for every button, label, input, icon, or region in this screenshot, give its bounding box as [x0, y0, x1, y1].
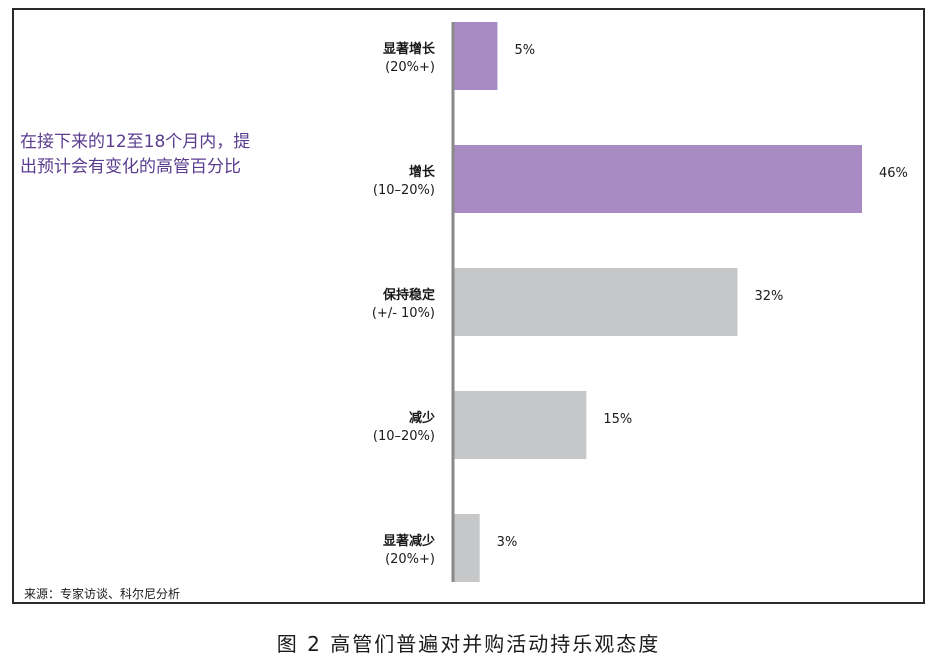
bar-3	[453, 268, 738, 336]
category-label-2: 增长	[409, 164, 436, 180]
figure-caption: 图 2 高管们普遍对并购活动持乐观态度	[276, 632, 661, 656]
bar-4	[453, 391, 587, 459]
value-label-5: 3%	[497, 535, 518, 550]
bar-5	[453, 514, 480, 582]
category-range-1: (20%+)	[385, 60, 435, 75]
category-label-3: 保持稳定	[382, 287, 435, 303]
bar-1	[453, 22, 498, 90]
category-label-5: 显著减少	[383, 533, 435, 549]
source-note: 来源：专家访谈、科尔尼分析	[24, 587, 181, 601]
value-label-4: 15%	[603, 412, 632, 427]
bar-2	[453, 145, 862, 213]
value-label-3: 32%	[755, 289, 784, 304]
category-label-1: 显著增长	[383, 41, 436, 57]
category-range-3: (+/- 10%)	[372, 306, 435, 321]
value-label-1: 5%	[514, 43, 535, 58]
headline-line-1: 在接下来的12至18个月内，提	[20, 132, 251, 152]
chart-headline: 在接下来的12至18个月内，提 出预计会有变化的高管百分比	[20, 130, 310, 180]
category-range-2: (10–20%)	[373, 183, 435, 198]
value-label-2: 46%	[879, 166, 908, 181]
headline-line-2: 出预计会有变化的高管百分比	[20, 157, 241, 177]
category-label-4: 减少	[409, 410, 435, 426]
category-range-4: (10–20%)	[373, 429, 435, 444]
category-range-5: (20%+)	[385, 552, 435, 567]
